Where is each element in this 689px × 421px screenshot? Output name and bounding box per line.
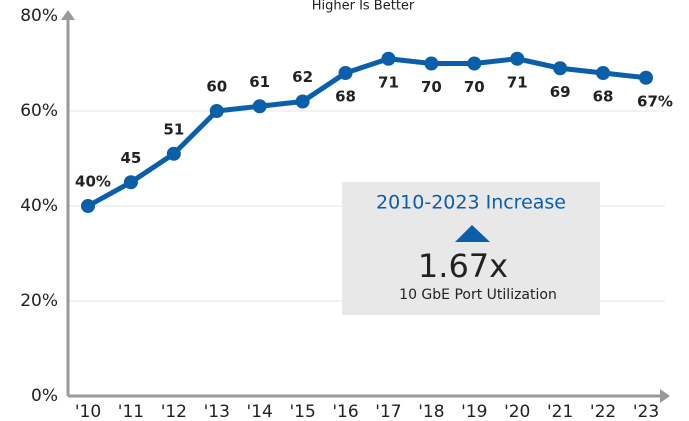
x-tick-label: '13 [204, 402, 230, 421]
data-point [596, 66, 611, 80]
data-point [639, 70, 653, 85]
data-label: 67% [637, 92, 673, 110]
annotation-arrow [455, 225, 490, 242]
data-point [209, 104, 224, 118]
data-point [295, 94, 310, 109]
chart-subtitle: Higher Is Better [312, 0, 415, 14]
data-point [424, 56, 439, 71]
x-tick-label: '14 [247, 402, 273, 421]
x-tick-label: '23 [633, 402, 659, 421]
data-point [510, 51, 525, 66]
data-point [338, 66, 353, 80]
data-point [553, 61, 568, 76]
x-tick-label: '11 [118, 402, 144, 421]
data-line [86, 56, 647, 209]
data-point [166, 146, 181, 161]
data-label: 45 [120, 149, 141, 167]
y-tick-label: 80% [20, 6, 58, 26]
data-point [467, 56, 482, 71]
data-label: 71 [378, 73, 399, 91]
x-tick-label: '21 [547, 402, 573, 421]
annotation-value: 1.67x [418, 247, 508, 285]
annotation-title: 2010-2023 Increase [376, 192, 566, 214]
data-label: 69 [550, 83, 571, 101]
x-axis-arrow [660, 389, 670, 403]
data-label: 61 [249, 73, 270, 91]
y-tick-label: 0% [31, 386, 58, 406]
data-label: 51 [163, 120, 184, 138]
data-label: 60 [206, 78, 227, 96]
data-point [123, 175, 138, 190]
x-tick-label: '20 [504, 402, 530, 421]
x-tick-label: '22 [590, 402, 616, 421]
y-tick-label: 20% [20, 291, 58, 311]
data-label: 62 [292, 68, 313, 86]
data-point [81, 199, 95, 213]
x-tick-label: '10 [75, 402, 101, 421]
y-tick-label: 60% [20, 101, 58, 121]
data-label: 68 [335, 88, 356, 106]
x-tick-label: '17 [375, 402, 401, 421]
x-tick-label: '12 [161, 402, 187, 421]
data-label: 40% [75, 173, 111, 191]
x-tick-label: '16 [332, 402, 358, 421]
x-tick-label: '18 [418, 402, 444, 421]
data-point [252, 99, 267, 114]
data-label: 70 [464, 78, 485, 96]
annotation-label: 10 GbE Port Utilization [399, 287, 557, 303]
data-label: 70 [421, 78, 442, 96]
data-point [381, 51, 396, 66]
y-axis-arrow [61, 10, 75, 20]
data-label: 71 [507, 73, 528, 91]
annotation-box [342, 182, 600, 315]
x-tick-label: '15 [289, 402, 315, 421]
y-tick-label: 40% [20, 196, 58, 216]
x-tick-label: '19 [461, 402, 487, 421]
data-label: 68 [593, 88, 614, 106]
